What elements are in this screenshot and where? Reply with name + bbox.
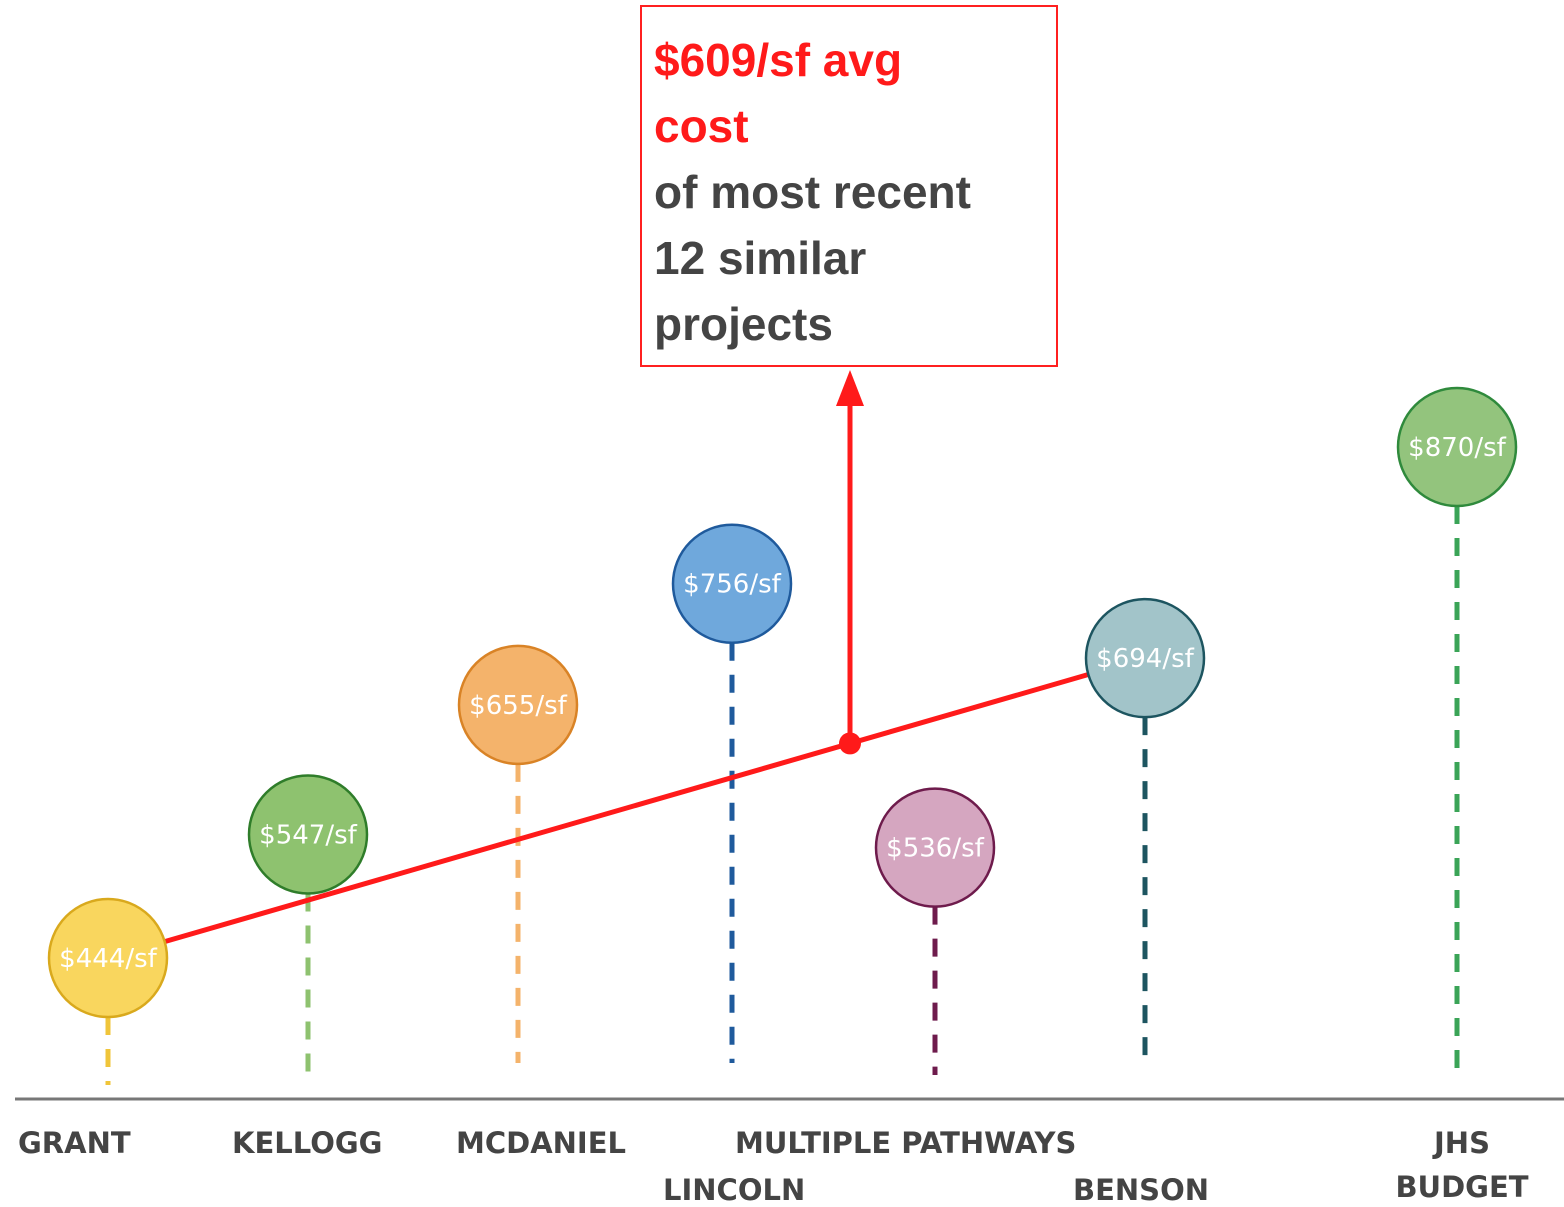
bubbles-layer: $444/sf $547/sf $655/sf $756/sf $536/sf $694/… xyxy=(47,386,1518,1019)
callout-body-line-3: projects xyxy=(654,298,833,350)
category-label-kellogg: KELLOGG xyxy=(232,1126,382,1160)
category-label-lincoln: LINCOLN xyxy=(663,1173,805,1207)
category-label-jhs-budget-line-1: JHS xyxy=(1432,1126,1490,1160)
category-labels-layer: GRANT KELLOGG MCDANIEL LINCOLN MULTIPLE PATH… xyxy=(18,1126,1529,1207)
bubble-circle-mcdaniel xyxy=(457,644,579,766)
bubble-benson: $694/sf xyxy=(1084,597,1206,719)
bubble-value-jhs-budget: $870/sf xyxy=(1408,433,1506,463)
bubble-grant: $444/sf xyxy=(47,897,169,1019)
category-label-grant: GRANT xyxy=(18,1126,131,1160)
callout-highlight-line-1: $609/sf avg xyxy=(654,34,903,86)
bubble-kellogg: $547/sf xyxy=(247,774,369,895)
trendline xyxy=(163,672,1090,945)
category-label-jhs-budget: JHS BUDGET xyxy=(1395,1126,1528,1204)
bubble-value-multiple-pathways: $536/sf xyxy=(886,834,984,864)
stems-layer xyxy=(105,506,1460,1085)
bubble-circle-multiple-pathways xyxy=(874,787,996,908)
callout-body-line-1: of most recent xyxy=(654,166,971,218)
average-arrow-head xyxy=(836,370,864,406)
bubble-lincoln: $756/sf xyxy=(671,523,793,644)
bubble-circle-jhs-budget xyxy=(1396,386,1518,508)
bubble-circle-lincoln xyxy=(671,523,793,644)
trendline-layer xyxy=(163,370,1090,945)
bubble-value-lincoln: $756/sf xyxy=(683,570,781,600)
category-label-multiple-pathways: MULTIPLE PATHWAYS xyxy=(735,1126,1076,1160)
average-cost-callout: $609/sf avg cost of most recent 12 simil… xyxy=(640,5,1058,367)
bubble-value-benson: $694/sf xyxy=(1096,644,1194,674)
callout-body-line-2: 12 similar xyxy=(654,232,867,284)
callout-highlight-line-2: cost xyxy=(654,100,749,152)
bubble-jhs-budget: $870/sf xyxy=(1396,386,1518,508)
average-marker-dot xyxy=(839,732,861,755)
category-label-mcdaniel: MCDANIEL xyxy=(456,1126,626,1160)
bubble-circle-grant xyxy=(47,897,169,1019)
category-label-jhs-budget-line-2: BUDGET xyxy=(1395,1170,1528,1204)
bubble-value-kellogg: $547/sf xyxy=(259,820,357,850)
category-label-benson: BENSON xyxy=(1073,1173,1209,1207)
bubble-mcdaniel: $655/sf xyxy=(457,644,579,766)
bubble-value-grant: $444/sf xyxy=(59,944,157,974)
bubble-value-mcdaniel: $655/sf xyxy=(469,691,567,721)
bubble-circle-benson xyxy=(1084,597,1206,719)
bubble-multiple-pathways: $536/sf xyxy=(874,787,996,908)
bubble-circle-kellogg xyxy=(247,774,369,895)
